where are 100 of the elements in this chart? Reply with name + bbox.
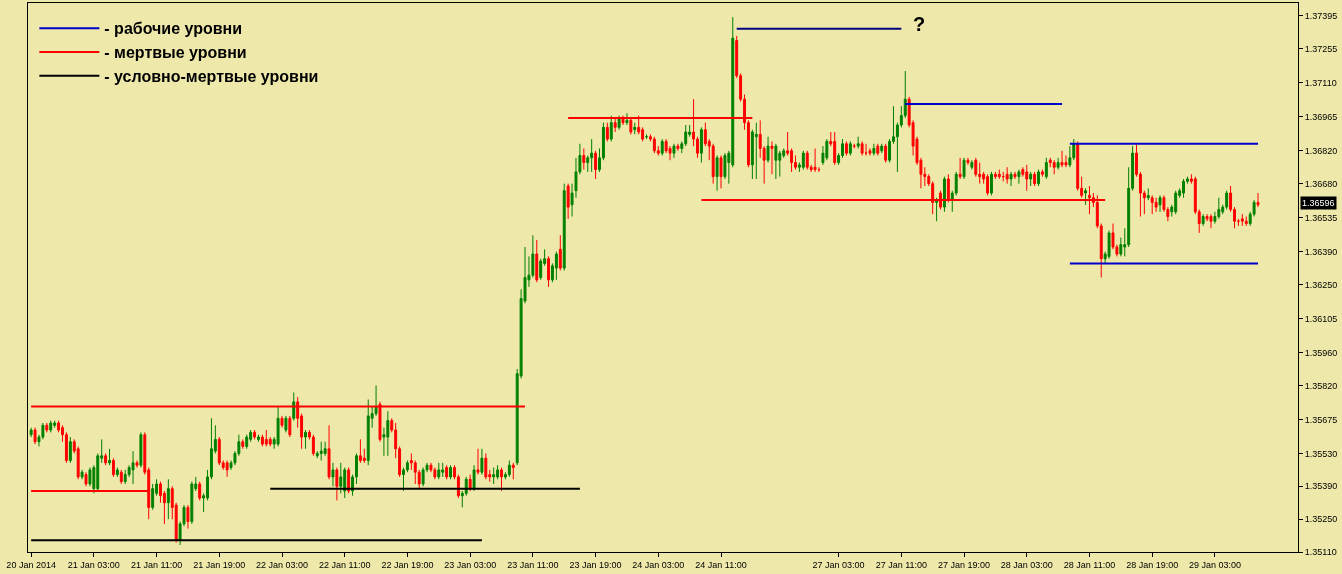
- candlestick: [1146, 187, 1150, 201]
- y-tick-label: 1.35390: [1304, 481, 1338, 492]
- y-tick-label: 1.35530: [1304, 448, 1338, 459]
- y-tick-label: 1.37395: [1304, 11, 1338, 22]
- candlestick: [594, 150, 598, 180]
- candlestick: [53, 420, 57, 429]
- candlestick: [1107, 230, 1111, 260]
- candlestick: [511, 462, 515, 480]
- candlestick: [186, 504, 190, 530]
- candlestick: [848, 140, 852, 156]
- candlestick: [492, 467, 496, 485]
- x-tick-label: 22 Jan 19:00: [381, 559, 434, 570]
- candlestick: [990, 171, 993, 196]
- candlestick: [1209, 213, 1213, 229]
- candlestick: [590, 138, 594, 173]
- candlestick: [547, 255, 550, 288]
- candlestick: [421, 467, 425, 487]
- y-tick-label: 1.36250: [1304, 279, 1338, 290]
- candlestick: [774, 143, 778, 180]
- candlestick: [609, 115, 613, 142]
- candlestick: [801, 150, 805, 171]
- candlestick: [433, 467, 437, 480]
- candlestick: [386, 410, 390, 457]
- candlestick: [1040, 169, 1044, 178]
- candlestick: [1182, 178, 1185, 199]
- candlestick: [80, 469, 84, 480]
- candlestick: [115, 467, 119, 478]
- candlestick: [566, 183, 570, 220]
- candlestick: [711, 143, 715, 185]
- candlestick: [1154, 197, 1158, 213]
- x-tick-label: 28 Jan 19:00: [1126, 559, 1179, 570]
- candlestick: [131, 450, 135, 485]
- candlestick: [276, 406, 280, 447]
- y-tick-label: 1.37110: [1304, 77, 1337, 88]
- legend-label: - рабочие уровни: [104, 20, 243, 38]
- candlestick: [29, 427, 33, 438]
- candlestick: [535, 239, 539, 283]
- candlestick: [617, 115, 621, 131]
- candlestick: [445, 464, 449, 480]
- y-tick-label: 1.35675: [1304, 414, 1338, 425]
- x-tick-label: 22 Jan 11:00: [319, 559, 371, 570]
- candlestick: [358, 438, 362, 464]
- candlestick: [633, 122, 637, 135]
- y-tick-label: 1.36965: [1304, 111, 1338, 122]
- x-tick-label: 21 Jan 19:00: [193, 559, 246, 570]
- candlestick: [652, 136, 656, 154]
- candlestick: [723, 152, 727, 180]
- candlestick: [562, 183, 566, 271]
- candlestick: [284, 415, 288, 433]
- candlestick: [84, 471, 88, 487]
- candlestick: [135, 460, 139, 469]
- candlestick: [441, 462, 445, 478]
- y-tick-label: 1.36535: [1304, 212, 1338, 223]
- x-tick-label: 20 Jan 2014: [6, 559, 56, 570]
- candlestick: [1225, 190, 1229, 210]
- candlestick: [327, 424, 331, 480]
- candlestick: [241, 438, 245, 450]
- candlestick: [876, 143, 880, 156]
- x-tick-label: 23 Jan 11:00: [507, 559, 559, 570]
- candlestick: [323, 441, 327, 457]
- candlestick: [872, 143, 876, 156]
- candlestick: [217, 436, 221, 466]
- candlestick: [339, 462, 343, 494]
- candlestick: [1217, 197, 1221, 220]
- y-tick-label: 1.36680: [1304, 178, 1338, 189]
- y-tick-label: 1.36105: [1304, 313, 1338, 324]
- candlestick: [942, 176, 946, 213]
- candlestick: [245, 434, 249, 450]
- candlestick: [962, 157, 966, 180]
- candlestick: [978, 162, 982, 185]
- candlestick: [347, 467, 351, 494]
- x-tick-label: 24 Jan 11:00: [695, 559, 747, 570]
- candlestick: [198, 481, 202, 501]
- x-tick-label: 29 Jan 03:00: [1188, 559, 1241, 570]
- candlestick: [554, 251, 558, 281]
- candlestick: [123, 469, 127, 485]
- y-tick-label: 1.35960: [1304, 347, 1338, 358]
- candlestick: [1052, 159, 1056, 175]
- annotation: ?: [913, 13, 926, 35]
- candlestick: [500, 467, 503, 492]
- y-tick-label: 1.35110: [1304, 547, 1337, 558]
- x-tick-label: 27 Jan 11:00: [875, 559, 928, 570]
- x-tick-label: 23 Jan 19:00: [569, 559, 622, 570]
- text: 1.36596: [1302, 198, 1335, 208]
- candlestick: [280, 415, 284, 429]
- candlestick: [813, 147, 817, 173]
- candlestick: [880, 143, 884, 154]
- candlestick: [264, 429, 268, 447]
- candlestick: [507, 460, 511, 478]
- candlestick: [68, 436, 72, 464]
- candlestick: [766, 136, 770, 164]
- candlestick: [288, 415, 292, 438]
- candlestick: [484, 452, 488, 480]
- candlestick: [33, 427, 37, 445]
- candlestick: [292, 391, 296, 422]
- candlestick: [660, 138, 664, 156]
- candlestick: [860, 140, 864, 156]
- x-tick-label: 24 Jan 03:00: [632, 559, 685, 570]
- candlestick: [676, 143, 680, 152]
- candlestick: [166, 478, 170, 520]
